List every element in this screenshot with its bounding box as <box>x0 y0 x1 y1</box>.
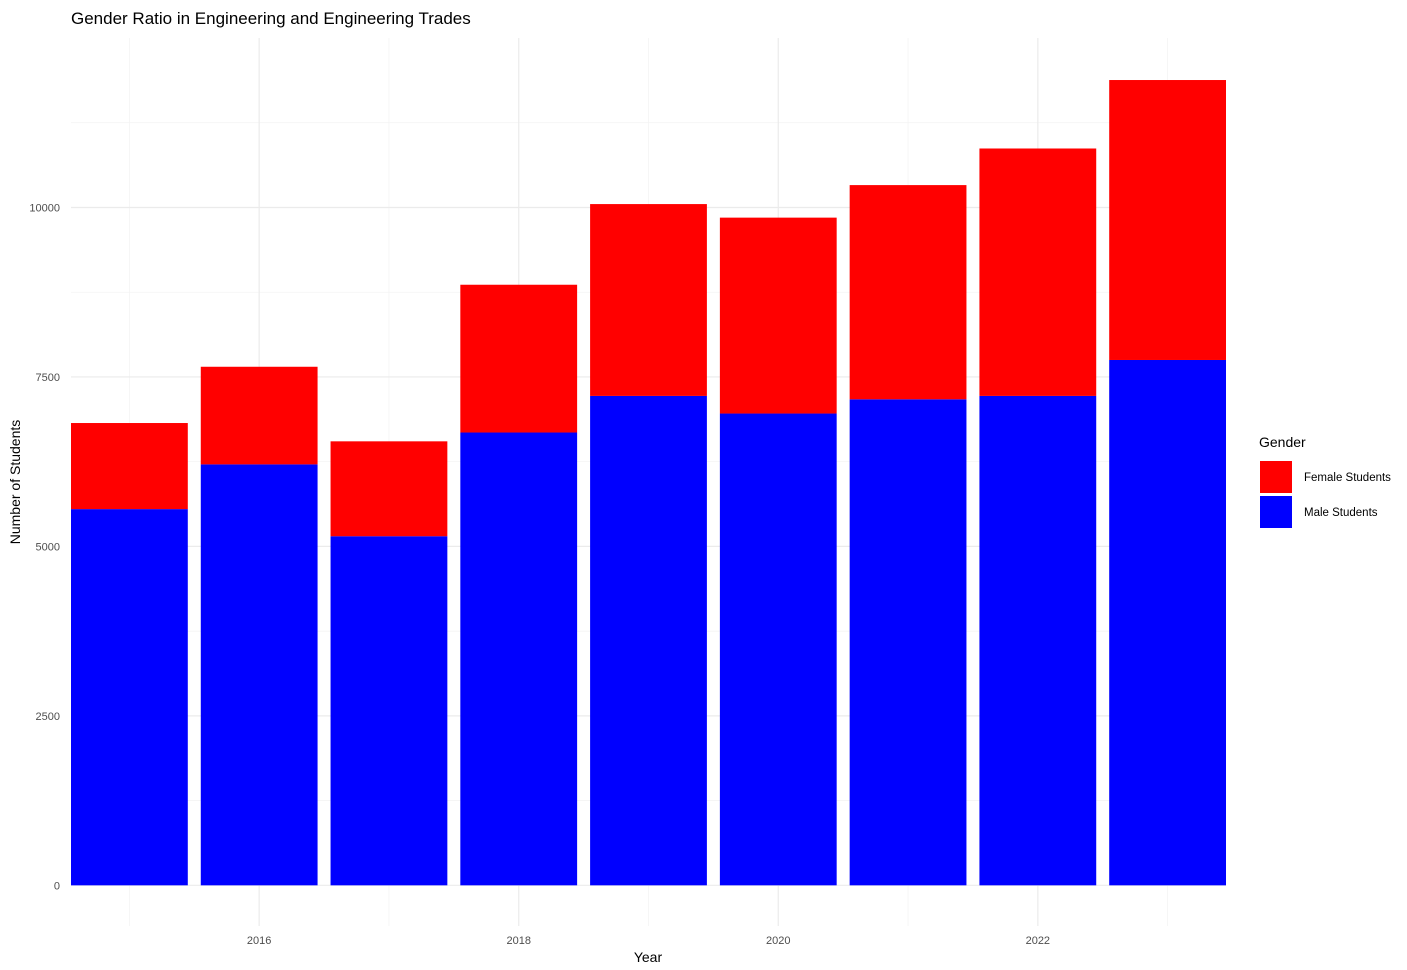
bar-female-students-2017 <box>330 441 448 537</box>
x-tick-label: 2020 <box>766 935 790 947</box>
x-axis-title: Year <box>634 949 663 965</box>
bar-female-students-2022 <box>979 148 1097 396</box>
legend-label: Male Students <box>1304 507 1378 519</box>
bar-male-students-2016 <box>200 464 318 886</box>
chart-title: Gender Ratio in Engineering and Engineer… <box>71 9 471 28</box>
bar-female-students-2016 <box>200 366 318 465</box>
legend-title: Gender <box>1259 434 1306 450</box>
legend-label: Female Students <box>1304 472 1391 484</box>
bar-male-students-2017 <box>330 536 448 886</box>
bar-male-students-2015 <box>71 509 188 886</box>
bar-male-students-2018 <box>460 432 578 886</box>
bar-male-students-2021 <box>849 399 967 886</box>
bar-male-students-2022 <box>979 395 1097 886</box>
x-tick-label: 2022 <box>1026 935 1050 947</box>
x-tick-label: 2018 <box>506 935 530 947</box>
bar-female-students-2020 <box>719 217 837 414</box>
bar-female-students-2021 <box>849 185 967 400</box>
y-tick-label: 10000 <box>29 202 60 214</box>
bar-male-students-2023 <box>1109 359 1226 886</box>
y-axis-title: Number of Students <box>7 420 23 545</box>
y-axis-ticks: 0 2500 5000 7500 10000 <box>29 202 60 892</box>
bar-female-students-2019 <box>590 204 707 396</box>
x-tick-label: 2016 <box>247 935 271 947</box>
bars <box>71 80 1226 886</box>
y-tick-label: 2500 <box>36 711 60 723</box>
bar-male-students-2019 <box>590 395 707 886</box>
y-tick-label: 0 <box>54 880 60 892</box>
y-tick-label: 7500 <box>36 372 60 384</box>
bar-male-students-2020 <box>719 413 837 886</box>
bar-female-students-2023 <box>1109 80 1226 360</box>
bar-female-students-2018 <box>460 284 578 433</box>
bar-female-students-2015 <box>71 423 188 510</box>
y-tick-label: 5000 <box>36 541 60 553</box>
legend-key-female-students <box>1260 461 1292 493</box>
legend: Gender Female Students Male Students <box>1259 434 1391 528</box>
legend-key-male-students <box>1260 496 1292 528</box>
x-axis-ticks: 2016 2018 2020 2022 <box>247 935 1050 947</box>
